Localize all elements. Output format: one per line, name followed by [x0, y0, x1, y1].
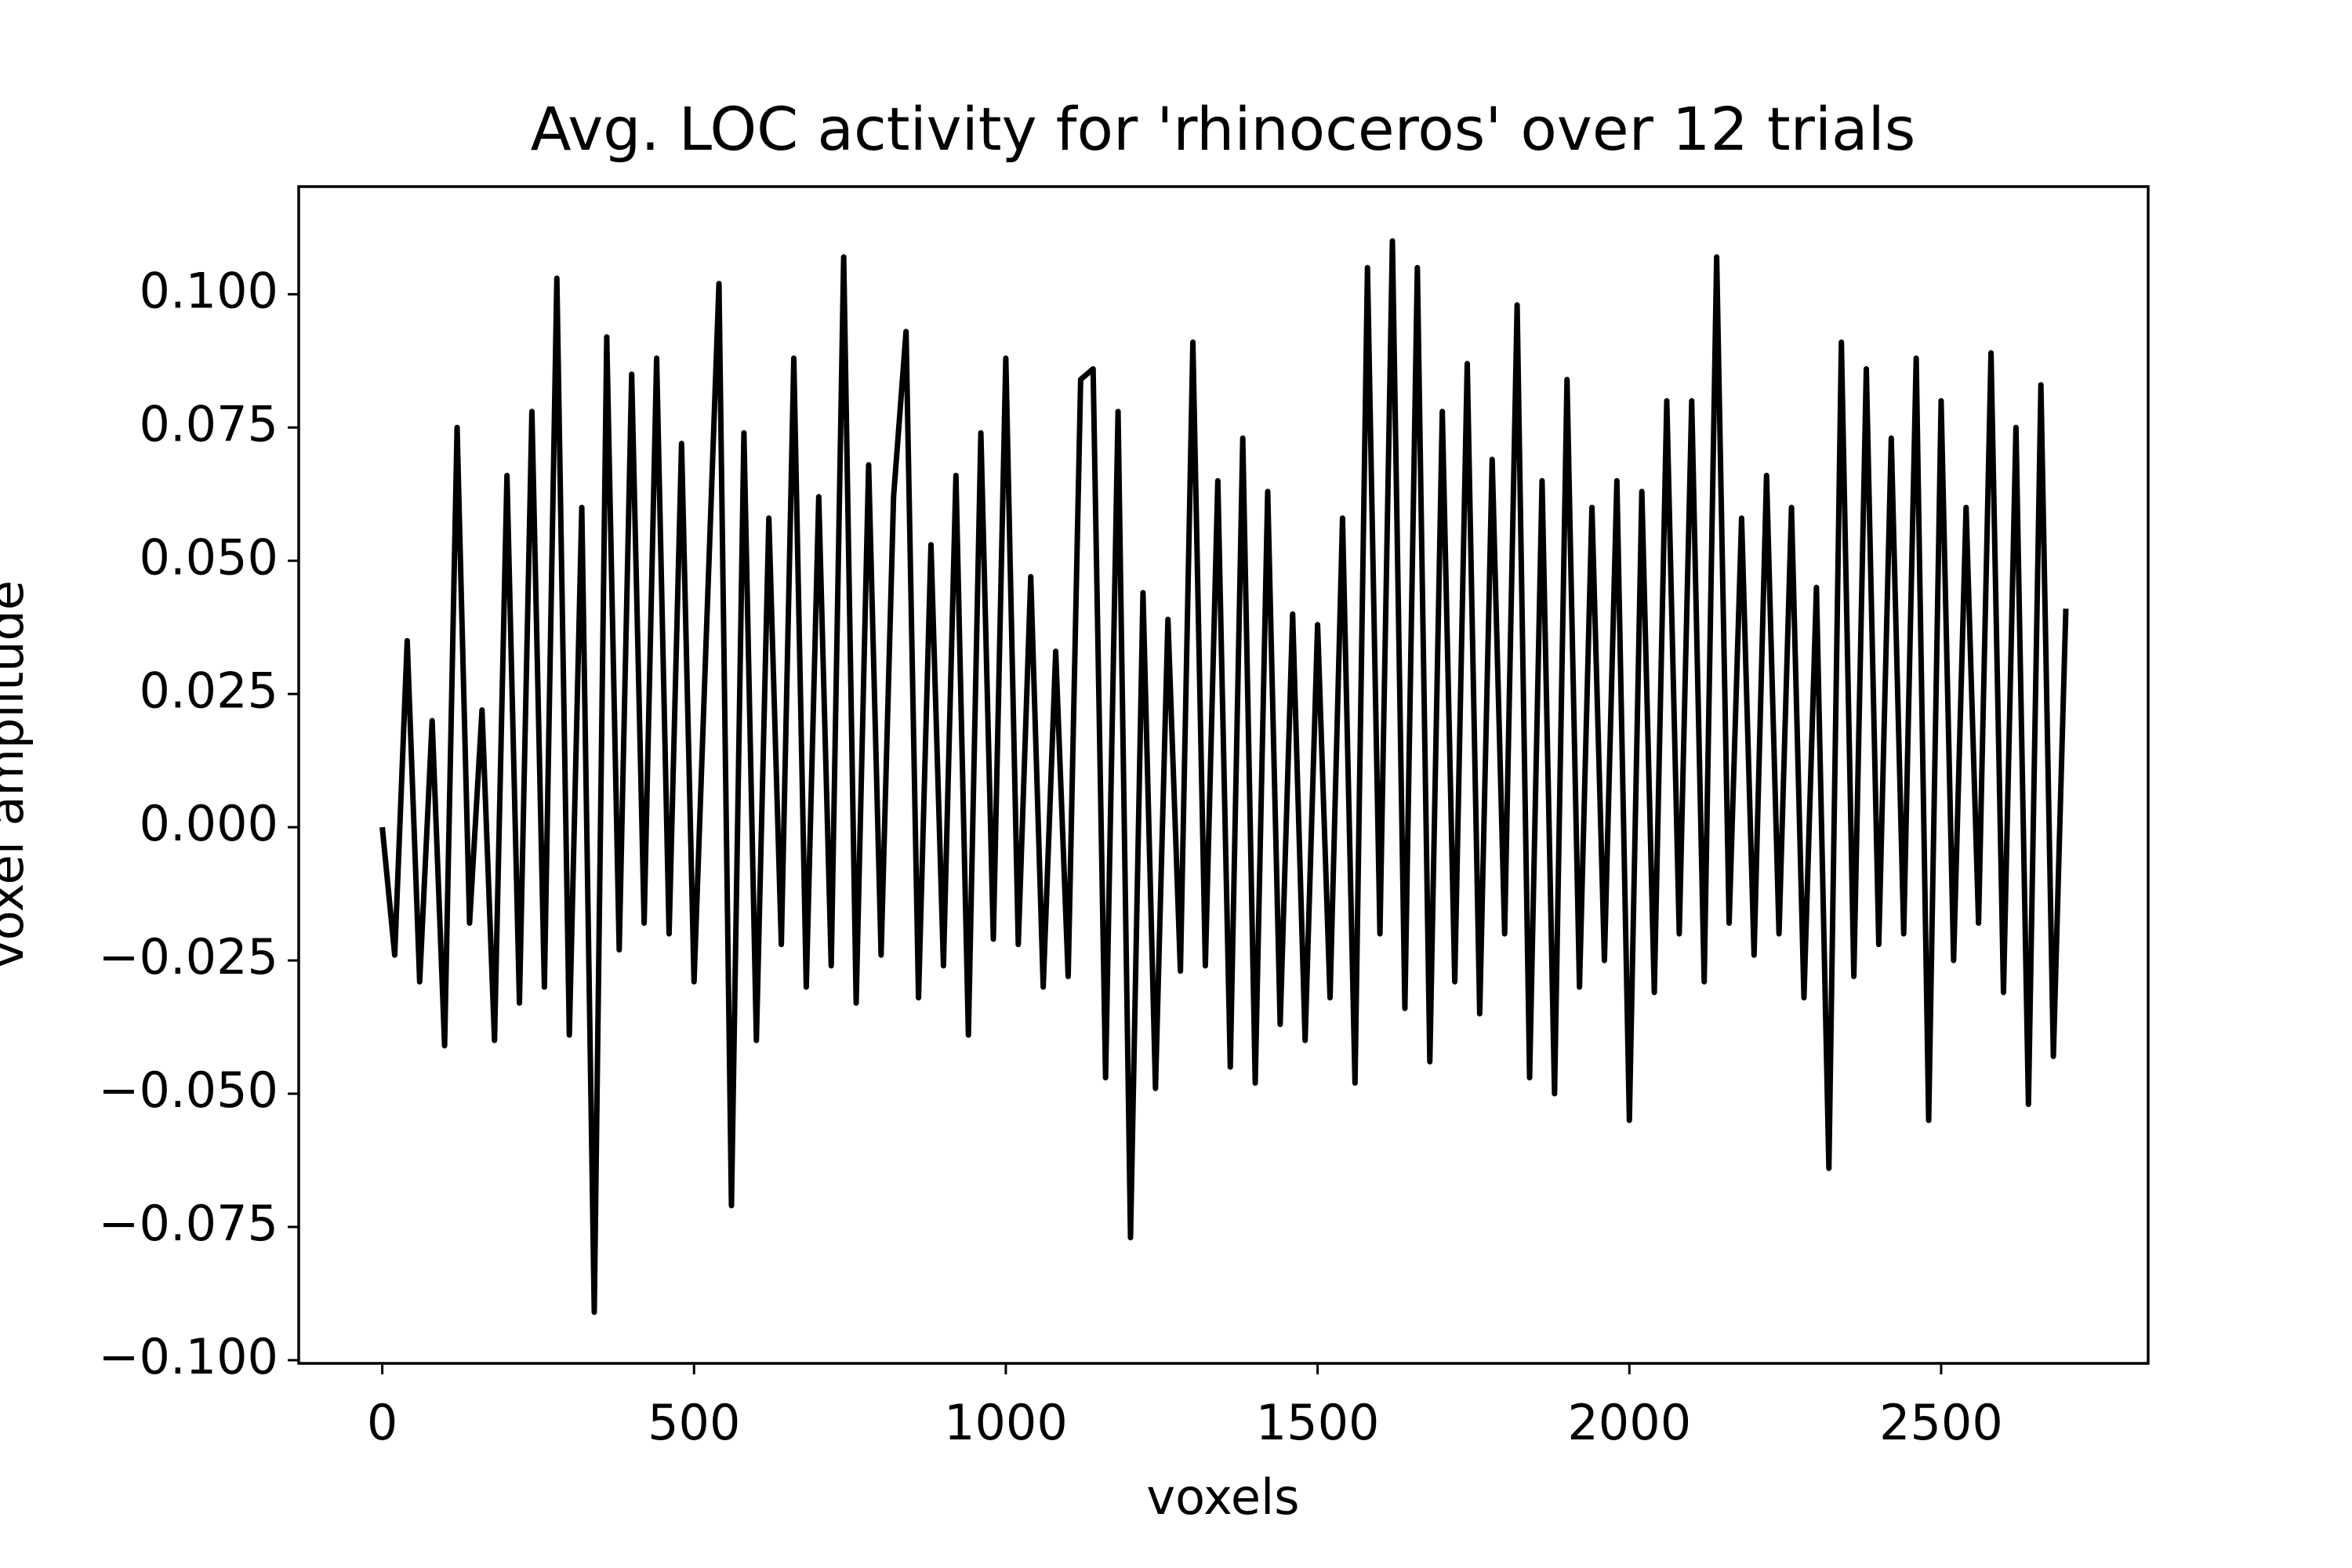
y-tick-label: −0.075	[99, 1195, 278, 1252]
y-tick-label: −0.025	[99, 928, 278, 985]
y-tick-label: 0.025	[140, 662, 279, 719]
plot-frame	[297, 185, 2150, 1365]
x-axis-label: voxels	[1146, 1468, 1299, 1526]
x-tick-label: 2000	[1567, 1394, 1691, 1451]
y-tick-label: 0.100	[140, 262, 279, 319]
y-tick-label: 0.050	[140, 528, 279, 586]
y-tick-label: 0.000	[140, 795, 279, 852]
x-tick-label: 0	[367, 1394, 397, 1451]
y-axis-label: voxel amplitude	[0, 580, 34, 969]
x-tick-label: 500	[648, 1394, 740, 1451]
x-tick-label: 1500	[1256, 1394, 1380, 1451]
x-tick-label: 2500	[1879, 1394, 2003, 1451]
y-tick-label: −0.100	[99, 1328, 278, 1385]
chart-title: Avg. LOC activity for 'rhinoceros' over …	[531, 94, 1916, 164]
data-line	[379, 238, 2069, 1316]
y-tick-label: −0.050	[99, 1062, 278, 1119]
y-tick-label: 0.075	[140, 395, 279, 452]
x-tick-label: 1000	[944, 1394, 1068, 1451]
